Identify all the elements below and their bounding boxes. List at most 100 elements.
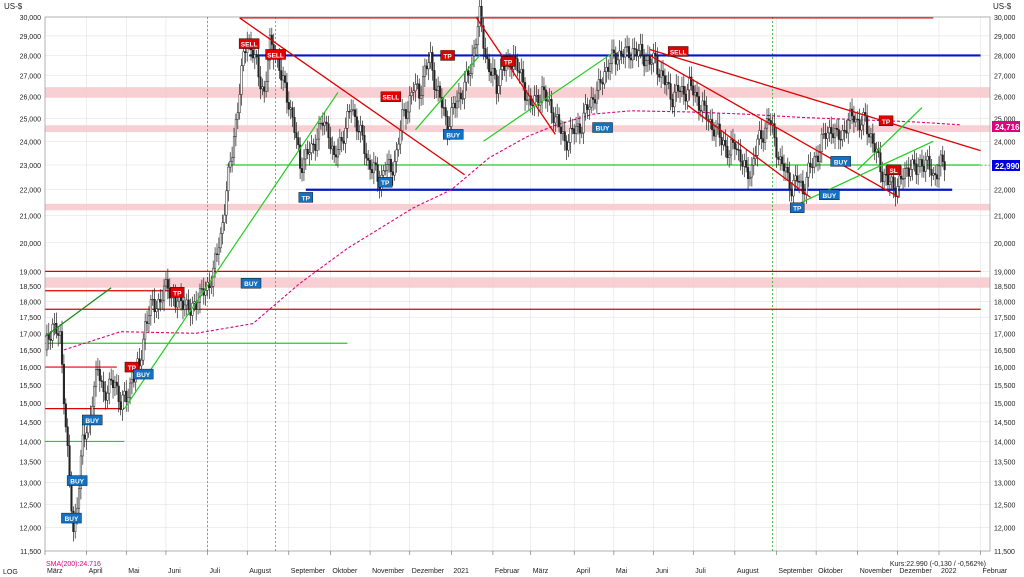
- candle-body: [348, 111, 351, 113]
- x-tick-label: Juli: [210, 568, 221, 575]
- candle-body: [476, 26, 479, 45]
- candle-body: [100, 380, 103, 382]
- candle-body: [293, 117, 296, 133]
- candle-body: [641, 44, 644, 56]
- candle-body: [257, 56, 260, 78]
- candle-body: [113, 381, 116, 389]
- y-tick-label-right: 26,000: [994, 95, 1016, 102]
- y-tick-label-left: 28,000: [20, 53, 42, 60]
- candle-body: [340, 137, 343, 142]
- candle-body: [353, 109, 357, 117]
- red-trendline: [687, 104, 811, 198]
- y-tick-label-left: 22,000: [20, 188, 42, 195]
- candle-body: [482, 25, 485, 49]
- candle-body: [535, 95, 538, 97]
- signal-tp-badge: [440, 50, 455, 61]
- candle-body: [372, 162, 375, 174]
- red-trendline: [239, 17, 465, 176]
- candle-body: [542, 86, 546, 91]
- candle-body: [588, 106, 591, 110]
- candle-body: [571, 128, 574, 130]
- signal-label: TP: [173, 290, 182, 297]
- x-tick-label: Oktober: [332, 568, 358, 575]
- candle-body: [616, 59, 619, 65]
- candle-body: [68, 445, 71, 481]
- candle-body: [522, 69, 525, 83]
- y-tick-label-right: 28,000: [994, 53, 1016, 60]
- candle-body: [784, 166, 787, 172]
- x-tick-label: Juni: [656, 568, 669, 575]
- signal-label: SELL: [670, 49, 687, 56]
- candle-body: [336, 149, 339, 158]
- candle-body: [862, 112, 865, 126]
- candle-body: [686, 89, 689, 102]
- x-tick-label: April: [89, 568, 103, 575]
- candle-body: [667, 82, 670, 84]
- candle-body: [454, 102, 457, 109]
- x-tick-label: Mai: [128, 568, 140, 575]
- candle-body: [852, 115, 855, 123]
- candle-body: [644, 60, 648, 67]
- candle-body: [403, 109, 406, 111]
- signal-label: BUY: [85, 418, 99, 425]
- candle-body: [845, 130, 848, 134]
- candle-body: [832, 133, 835, 139]
- signal-label: TP: [302, 195, 311, 202]
- signal-sell-badge: [380, 91, 402, 102]
- candle-body: [342, 140, 345, 144]
- candle-body: [815, 155, 818, 158]
- candle-body: [66, 426, 69, 446]
- signal-label: TP: [504, 59, 513, 66]
- plot-frame: [44, 16, 991, 552]
- candle-body: [197, 302, 200, 310]
- candle-body: [835, 128, 838, 130]
- candle-body: [295, 132, 298, 138]
- candle-body: [709, 119, 712, 122]
- candle-body: [633, 48, 636, 50]
- x-tick-label: Dezember: [412, 568, 445, 575]
- candle-body: [263, 86, 266, 92]
- signal-label: TP: [882, 119, 891, 126]
- candle-body: [573, 128, 576, 134]
- candle-body: [359, 124, 362, 132]
- candle-body: [98, 368, 101, 381]
- candle-body: [467, 70, 470, 76]
- candle-body: [937, 165, 941, 180]
- candle-body: [115, 381, 118, 387]
- candle-body: [922, 165, 925, 172]
- candle-body: [474, 44, 477, 49]
- candle-body: [261, 86, 264, 90]
- candle-body: [928, 155, 931, 170]
- candle-body: [318, 123, 321, 140]
- candle-body: [268, 34, 271, 61]
- currency-right-label: US-$: [993, 2, 1012, 11]
- candle-body: [236, 112, 239, 120]
- candle-body: [231, 157, 234, 162]
- candle-body: [210, 286, 213, 288]
- candle-body: [892, 176, 895, 189]
- signal-tp_blue-badge: [378, 176, 393, 188]
- candle-body: [387, 158, 391, 165]
- vertical-markers: [207, 17, 774, 551]
- candle-body: [96, 368, 99, 371]
- candle-body: [713, 129, 716, 137]
- x-tick-label: Dezember: [899, 568, 932, 575]
- candle-body: [45, 333, 48, 351]
- x-tick-label: August: [249, 568, 271, 575]
- candle-body: [913, 159, 916, 165]
- candle-body: [671, 99, 674, 108]
- x-tick-label: Februar: [495, 568, 520, 575]
- candle-body: [484, 48, 487, 58]
- signal-sell-badge: [238, 38, 260, 49]
- horizontal-levels: [45, 17, 990, 443]
- signal-label: BUY: [446, 132, 460, 139]
- signal-label: BUY: [65, 516, 79, 523]
- candle-body: [452, 102, 455, 108]
- candle-body: [792, 179, 795, 197]
- candle-body: [637, 50, 640, 57]
- y-tick-label-left: 13,500: [20, 460, 42, 467]
- candle-body: [578, 123, 581, 134]
- candle-body: [316, 138, 319, 151]
- candle-body: [234, 118, 237, 137]
